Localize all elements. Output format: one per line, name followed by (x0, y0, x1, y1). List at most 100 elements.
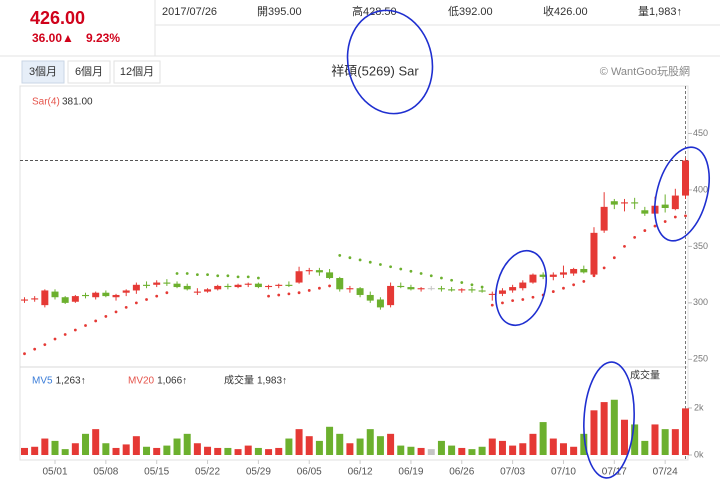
volume-bar (234, 449, 242, 455)
range-button-label[interactable]: 3個月 (29, 65, 57, 78)
sar-dot (358, 258, 362, 262)
volume-bar (407, 446, 415, 455)
volume-bar (387, 433, 395, 455)
sar-dot (195, 273, 199, 277)
y-tick-label: 450 (693, 128, 708, 138)
sar-dot (490, 303, 494, 307)
range-button-label[interactable]: 12個月 (120, 65, 154, 78)
candle-body (631, 202, 639, 204)
volume-bar (671, 429, 679, 455)
sar-dot (84, 324, 87, 327)
volume-bar (600, 402, 608, 455)
candle-body (671, 195, 679, 210)
volume-bar (651, 424, 659, 455)
volume-bar (244, 445, 252, 455)
sar-dot (307, 289, 311, 292)
volume-bar (509, 445, 517, 455)
candle-body (183, 285, 191, 290)
y-tick-label: 300 (693, 297, 708, 307)
x-tick-label: 05/22 (195, 467, 220, 478)
sar-dot (63, 333, 67, 336)
sar-dot (104, 315, 108, 318)
candle-body (387, 285, 395, 306)
candle-body (549, 274, 557, 277)
sar-dot (348, 256, 352, 260)
candle-body (468, 289, 476, 291)
sar-dot (175, 272, 179, 275)
sar-dot (297, 291, 301, 295)
volume-bar (31, 446, 39, 455)
sar-dot (531, 295, 535, 299)
volume-bar (204, 446, 212, 455)
volume-bar (132, 436, 140, 455)
candle-body (498, 290, 506, 294)
candle-body (275, 284, 283, 286)
volume-bar (437, 440, 445, 455)
candle-body (204, 289, 212, 292)
volume-bar (488, 438, 496, 455)
sar-dot (429, 274, 433, 278)
legend-name: MV5 (32, 376, 53, 387)
sar-dot (480, 285, 484, 289)
volume-title: 成交量 (630, 369, 660, 382)
candle-body (132, 284, 140, 291)
stat-low: 低392.00 (448, 5, 493, 18)
watermark: © WantGoo玩股網 (600, 64, 690, 78)
range-button[interactable] (113, 60, 161, 84)
x-tick-label: 07/03 (500, 467, 525, 478)
candle-body (21, 299, 28, 301)
annotation-circle (583, 361, 635, 479)
x-tick-label: 05/01 (42, 467, 67, 478)
sar-dot (440, 276, 443, 280)
sar-dot (511, 299, 515, 303)
volume-bar (61, 449, 69, 455)
plot: 250 300 350 400 450 0k 2k 05/01 05/08 05/15 05/22 0… (20, 86, 708, 478)
volume-bar (458, 447, 466, 455)
range-button[interactable] (21, 60, 65, 84)
sar-dot (572, 283, 576, 287)
stat-open: 開395.00 (257, 5, 302, 18)
candle-body (356, 288, 364, 295)
sar-dot (226, 274, 230, 278)
indicator-label: Sar(4) (32, 97, 60, 108)
sar-dot (460, 281, 464, 284)
candle-body (407, 287, 415, 290)
sar-dot (368, 260, 372, 264)
volume-bar (570, 446, 578, 455)
volume-bar (366, 429, 374, 455)
volume-bar (682, 408, 689, 455)
sar-dot (23, 352, 26, 356)
x-tick-label: 07/10 (551, 467, 576, 478)
change: 36.00▲ (32, 31, 74, 45)
candle-body (193, 291, 201, 293)
stat-high: 高428.50 (352, 4, 397, 18)
sar-dot (501, 301, 504, 305)
volume-tick-label: 2k (694, 402, 704, 412)
volume-bar (41, 438, 49, 455)
sar-dot (287, 292, 291, 296)
sar-dot (419, 272, 423, 275)
volume-bar (122, 444, 130, 455)
volume-bar (295, 429, 303, 455)
range-button[interactable] (67, 60, 111, 84)
y-tick-label: 400 (693, 184, 708, 194)
annotation-circle (495, 249, 547, 327)
candle-body (529, 274, 537, 283)
volume-bar (631, 424, 639, 455)
candle-body (71, 296, 79, 302)
candle-body (600, 206, 608, 231)
sar-dot (94, 319, 98, 323)
sar-dot (562, 286, 565, 290)
candle-body (397, 285, 405, 288)
volume-bar (275, 447, 283, 455)
candle-body (61, 297, 69, 303)
sar-dot (155, 294, 159, 298)
sar-dot (206, 273, 209, 277)
candle-body (620, 202, 628, 204)
range-button-label[interactable]: 6個月 (75, 65, 103, 78)
volume-bar (224, 447, 232, 455)
volume-bar (356, 438, 364, 455)
indicator-value: 381.00 (62, 97, 93, 108)
volume-bar (559, 443, 567, 455)
x-tick-label: 05/15 (144, 467, 169, 478)
